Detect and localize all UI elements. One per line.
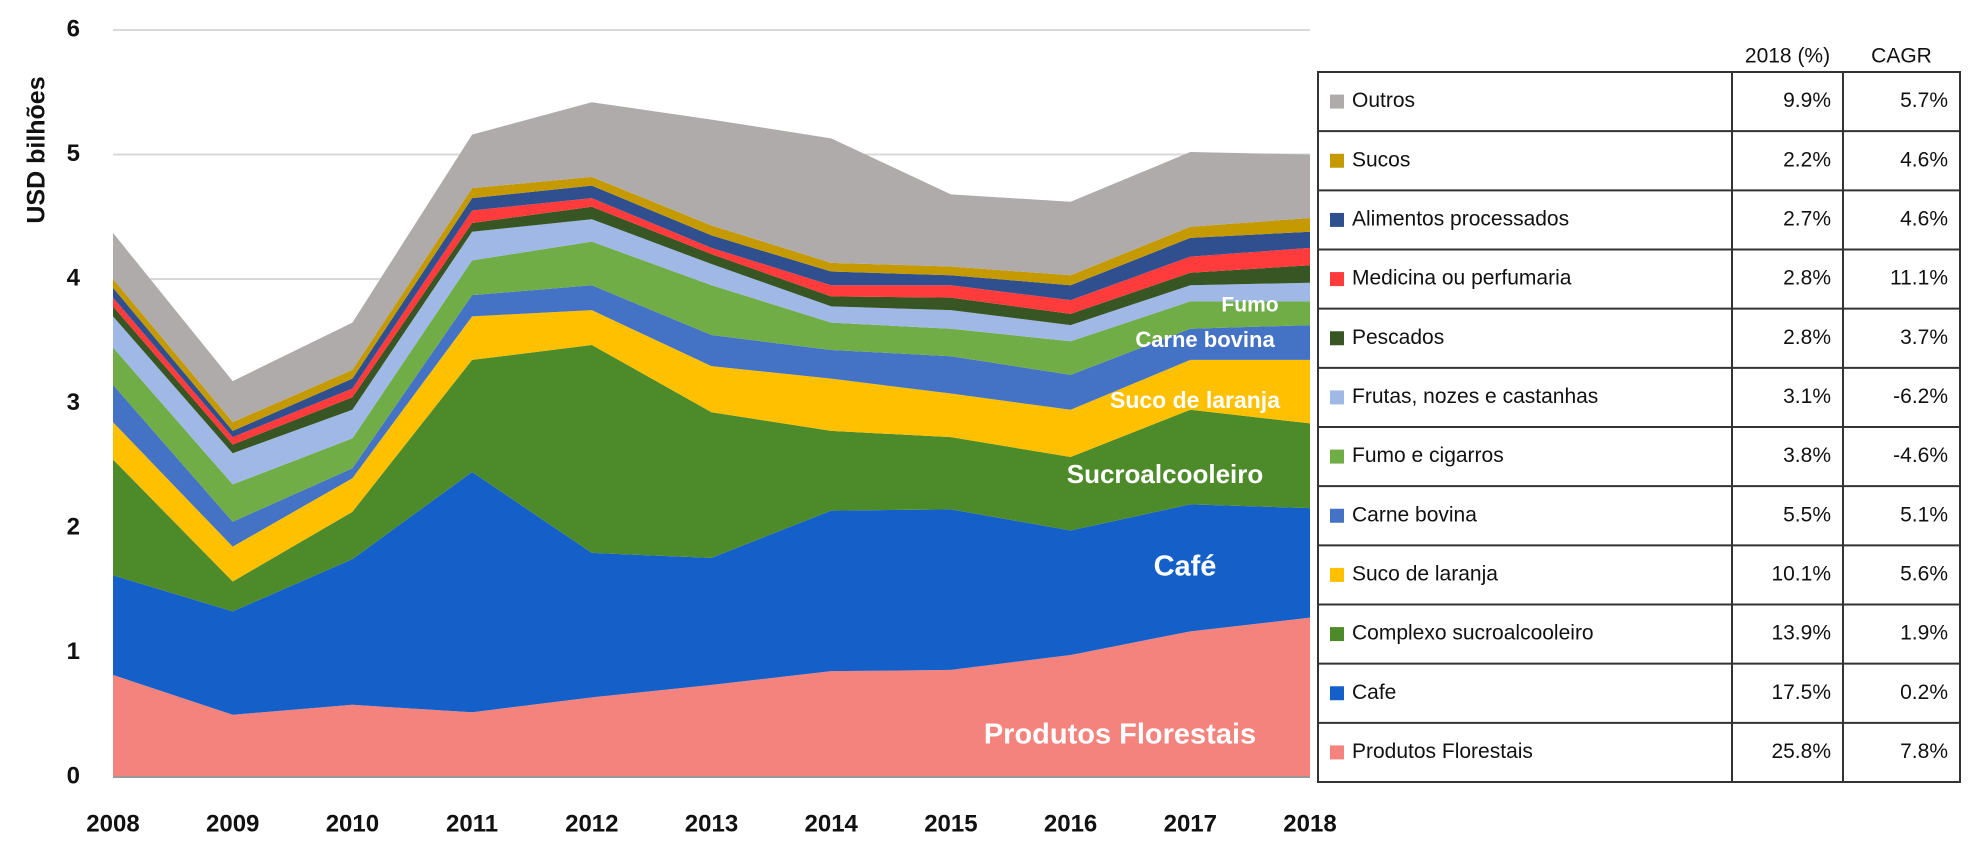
y-tick-label: 2 bbox=[67, 513, 80, 540]
table-cagr: 7.8% bbox=[1900, 740, 1948, 763]
y-tick-label: 0 bbox=[67, 762, 80, 789]
y-tick-label: 1 bbox=[67, 638, 80, 665]
x-tick-label: 2011 bbox=[446, 810, 498, 837]
x-tick-label: 2018 bbox=[1283, 810, 1336, 837]
table-share: 5.5% bbox=[1783, 503, 1831, 526]
legend-label: Sucos bbox=[1352, 148, 1410, 171]
table-share: 17.5% bbox=[1771, 681, 1831, 704]
legend-label: Pescados bbox=[1352, 326, 1444, 349]
table-cagr: 3.7% bbox=[1900, 326, 1948, 349]
annotation: Suco de laranja bbox=[1110, 387, 1280, 413]
area bbox=[113, 206, 1310, 454]
legend-label: Frutas, nozes e castanhas bbox=[1352, 385, 1598, 408]
table-share: 9.9% bbox=[1783, 89, 1831, 112]
table-cagr: 5.1% bbox=[1900, 503, 1948, 526]
table-cagr: 5.6% bbox=[1900, 562, 1948, 585]
legend-label: Suco de laranja bbox=[1352, 562, 1498, 585]
legend-label: Complexo sucroalcooleiro bbox=[1352, 622, 1594, 645]
table-cagr: 0.2% bbox=[1900, 681, 1948, 704]
table-share: 2.2% bbox=[1783, 148, 1831, 171]
legend-swatch bbox=[1330, 567, 1344, 582]
table-cagr: 4.6% bbox=[1900, 148, 1948, 171]
x-tick-label: 2017 bbox=[1164, 810, 1217, 837]
legend-swatch bbox=[1330, 94, 1344, 109]
y-axis-title: USD bilhões bbox=[23, 76, 51, 223]
area bbox=[113, 176, 1310, 431]
table-share: 2.7% bbox=[1783, 207, 1831, 230]
annotation: Produtos Florestais bbox=[984, 719, 1256, 751]
table-share: 3.1% bbox=[1783, 385, 1831, 408]
table-cagr: -4.6% bbox=[1893, 444, 1948, 467]
x-tick-label: 2016 bbox=[1044, 810, 1097, 837]
annotation: Carne bovina bbox=[1135, 327, 1275, 352]
legend-label: Fumo e cigarros bbox=[1352, 444, 1504, 467]
legend-label: Medicina ou perfumaria bbox=[1352, 267, 1572, 290]
table-share: 25.8% bbox=[1771, 740, 1831, 763]
legend-swatch bbox=[1330, 390, 1344, 405]
x-tick-label: 2010 bbox=[326, 810, 379, 837]
table-share: 13.9% bbox=[1771, 622, 1831, 645]
legend-label: Produtos Florestais bbox=[1352, 740, 1533, 763]
legend-swatch bbox=[1330, 686, 1344, 701]
x-tick-label: 2008 bbox=[86, 810, 139, 837]
legend-label: Outros bbox=[1352, 89, 1415, 112]
legend-swatch bbox=[1330, 449, 1344, 464]
x-tick-label: 2013 bbox=[685, 810, 738, 837]
legend-swatch bbox=[1330, 745, 1344, 760]
area bbox=[113, 185, 1310, 438]
legend-label: Alimentos processados bbox=[1352, 207, 1569, 230]
x-tick-label: 2014 bbox=[805, 810, 859, 837]
legend-swatch bbox=[1330, 331, 1344, 346]
legend-swatch bbox=[1330, 627, 1344, 642]
table-cagr: 1.9% bbox=[1900, 622, 1948, 645]
x-tick-label: 2015 bbox=[924, 810, 977, 837]
x-tick-label: 2009 bbox=[206, 810, 259, 837]
table-share: 2.8% bbox=[1783, 326, 1831, 349]
area bbox=[113, 241, 1310, 522]
table-header: 2018 (%) bbox=[1745, 45, 1830, 68]
area bbox=[113, 310, 1310, 582]
y-tick-label: 3 bbox=[67, 389, 80, 416]
legend-label: Carne bovina bbox=[1352, 503, 1477, 526]
legend-swatch bbox=[1330, 508, 1344, 523]
annotation: Fumo bbox=[1221, 294, 1278, 317]
legend-swatch bbox=[1330, 212, 1344, 227]
area bbox=[113, 219, 1310, 485]
legend-swatch bbox=[1330, 272, 1344, 287]
legend-swatch bbox=[1330, 153, 1344, 168]
table-share: 10.1% bbox=[1771, 562, 1831, 585]
area bbox=[113, 471, 1310, 715]
y-tick-label: 5 bbox=[67, 140, 80, 167]
table-cagr: -6.2% bbox=[1893, 385, 1948, 408]
annotation: Café bbox=[1154, 551, 1217, 583]
annotation: Sucroalcooleiro bbox=[1067, 459, 1264, 489]
legend-label: Cafe bbox=[1352, 681, 1396, 704]
area bbox=[113, 102, 1310, 423]
area bbox=[113, 285, 1310, 547]
table-cagr: 4.6% bbox=[1900, 207, 1948, 230]
area bbox=[113, 344, 1310, 612]
table-share: 3.8% bbox=[1783, 444, 1831, 467]
table-header: CAGR bbox=[1871, 45, 1932, 68]
table-share: 2.8% bbox=[1783, 267, 1831, 290]
y-tick-label: 4 bbox=[67, 264, 81, 291]
area bbox=[113, 617, 1310, 777]
table-cagr: 5.7% bbox=[1900, 89, 1948, 112]
x-tick-label: 2012 bbox=[565, 810, 618, 837]
table-cagr: 11.1% bbox=[1890, 267, 1948, 290]
y-tick-label: 6 bbox=[67, 15, 80, 42]
